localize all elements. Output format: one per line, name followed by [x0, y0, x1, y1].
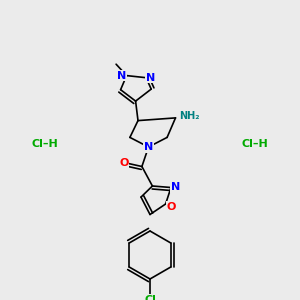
Text: O: O [119, 158, 129, 169]
Text: N: N [146, 73, 155, 83]
Text: Cl: Cl [144, 295, 156, 300]
Text: Cl–H: Cl–H [32, 139, 58, 149]
Text: Cl–H: Cl–H [242, 139, 268, 149]
Text: NH₂: NH₂ [179, 111, 199, 122]
Text: O: O [166, 202, 176, 212]
Text: N: N [144, 142, 153, 152]
Text: N: N [118, 70, 127, 81]
Text: N: N [171, 182, 180, 193]
